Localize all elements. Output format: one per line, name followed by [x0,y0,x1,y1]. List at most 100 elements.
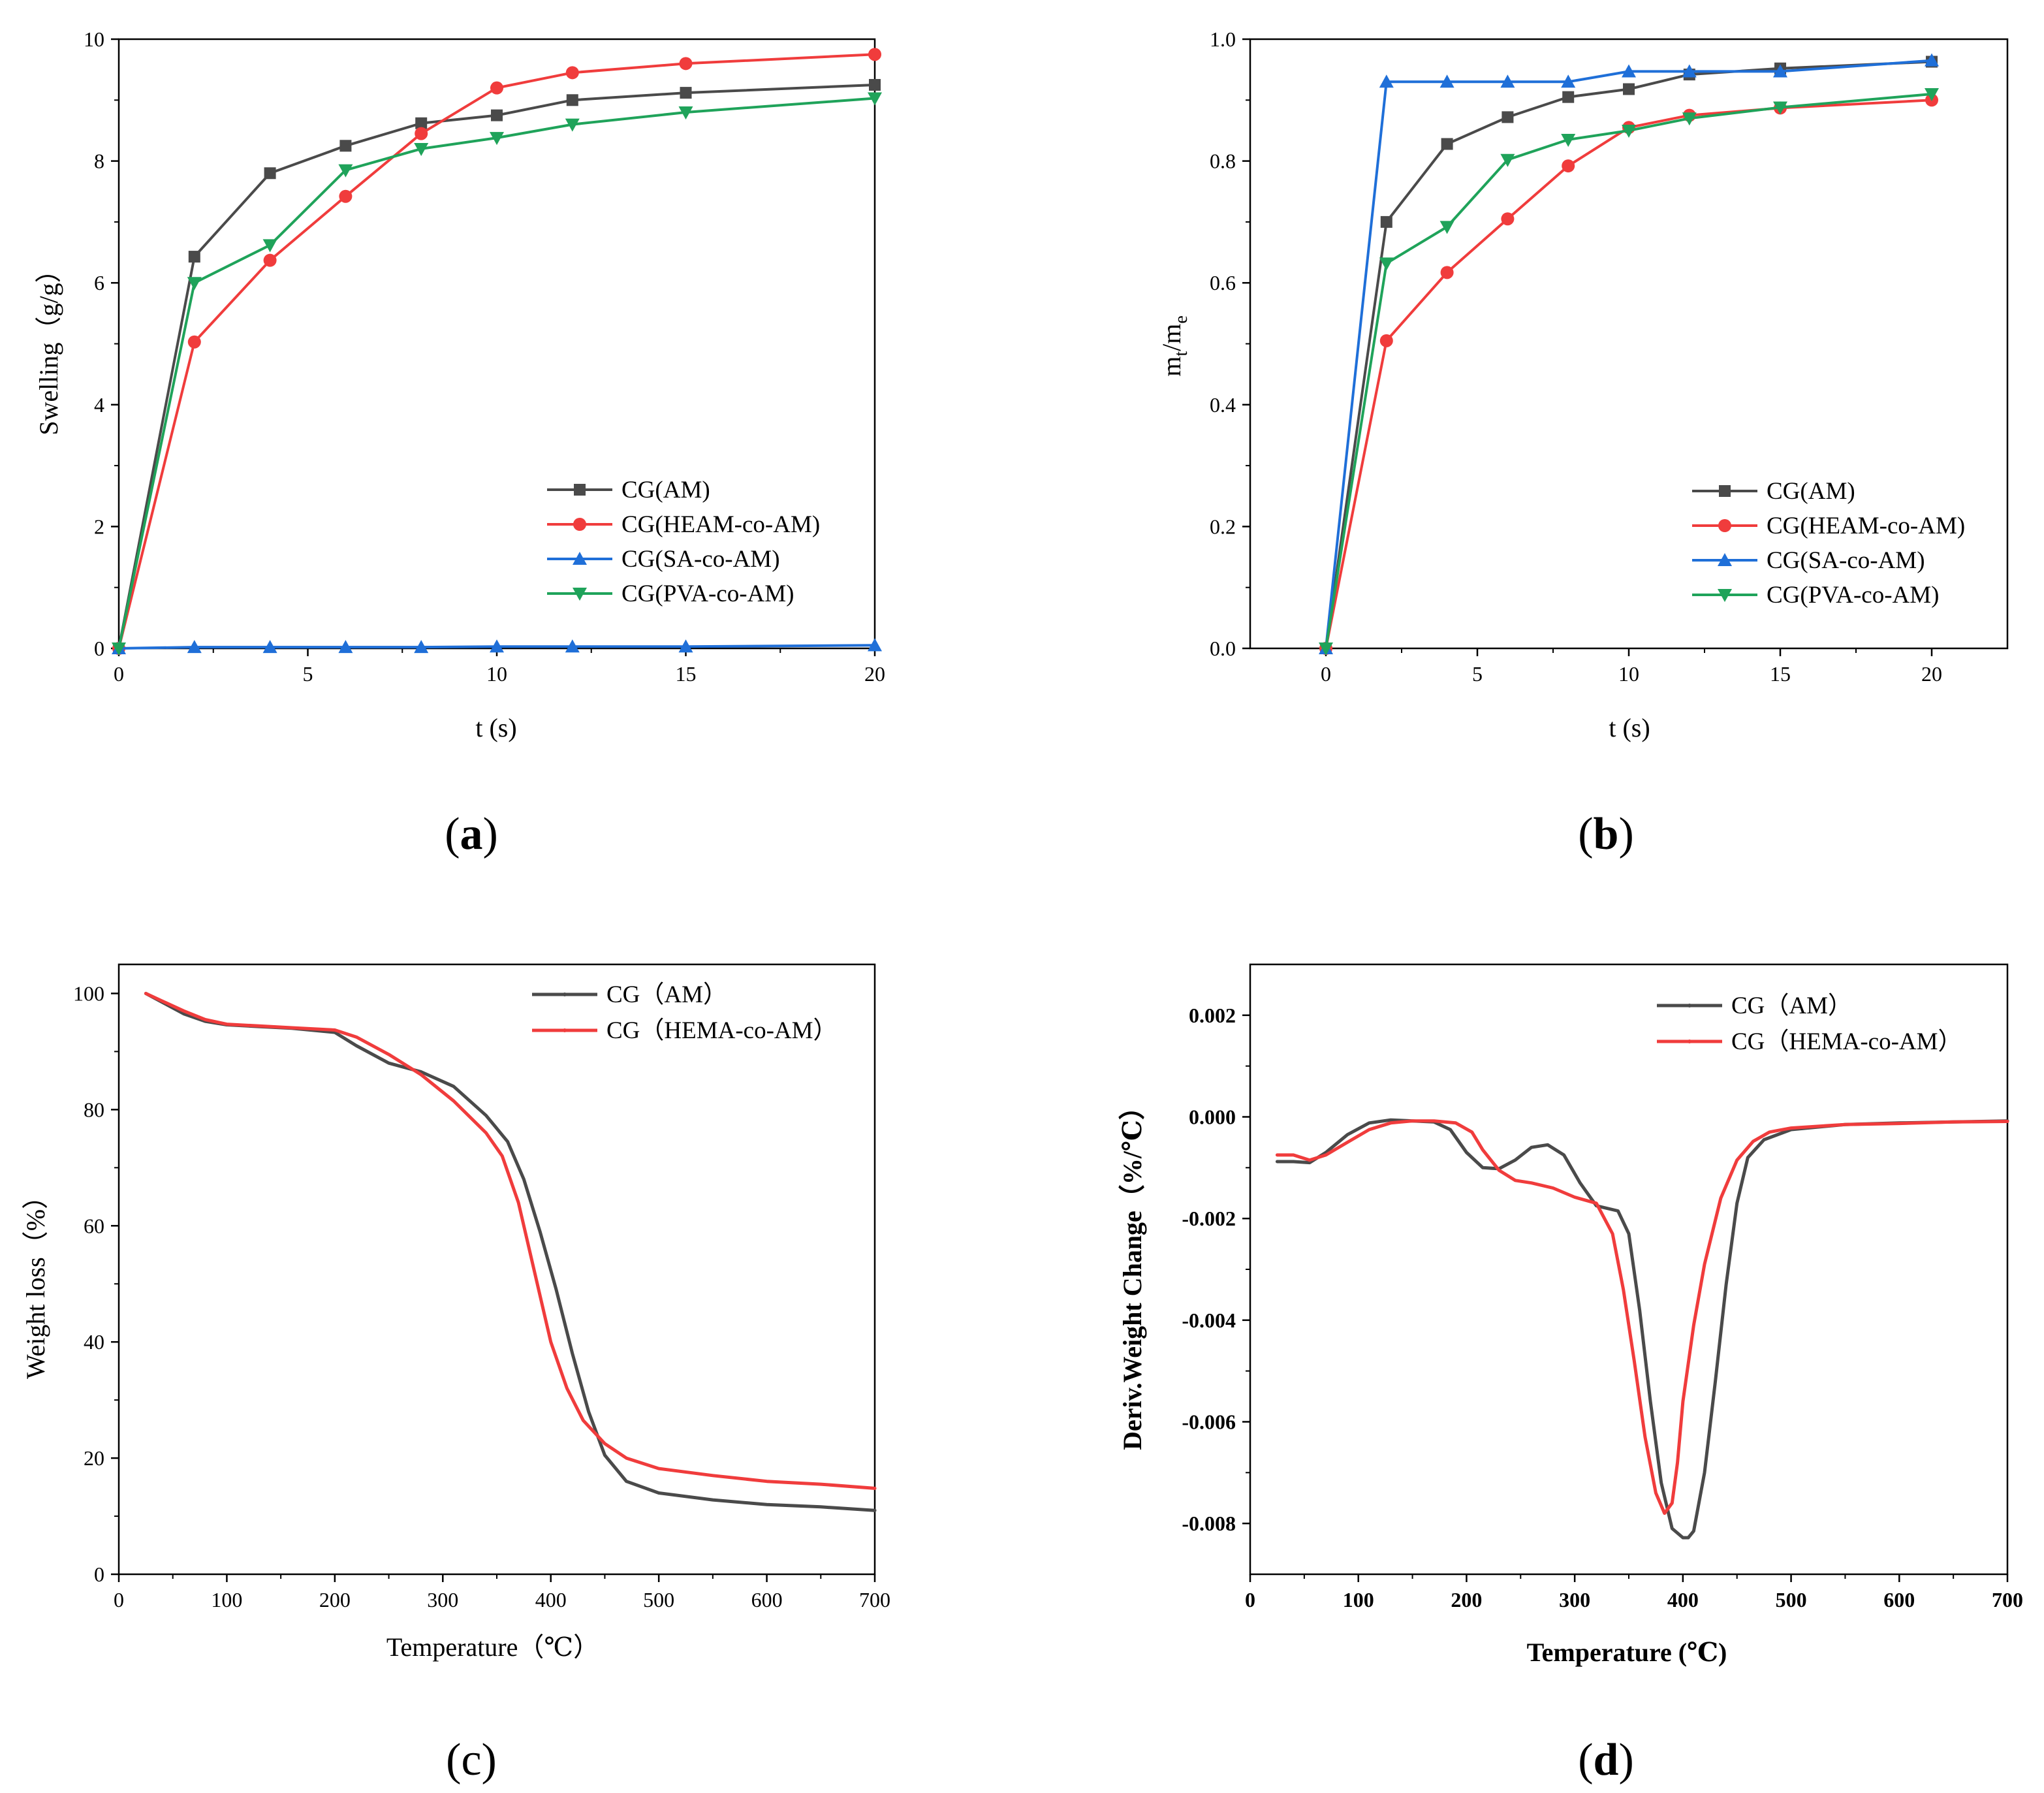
panel-b-series-2-point [1682,64,1697,78]
panel-d-xtick-label: 300 [1559,1588,1590,1611]
panel-b-series-0-point [1380,215,1392,228]
panel-d-xtick-label: 0 [1245,1588,1255,1611]
panel-c-xtick-label: 200 [319,1588,351,1611]
panel-b-legend-label-1: CG(HEAM-co-AM) [1767,513,1965,539]
panel-b-caption-letter: b [1594,809,1619,859]
panel-d: Deriv.Weight Change（%/℃） Temperature (℃)… [1118,963,2023,1785]
panel-a-series-3-point [414,142,429,156]
panel-a-series-3-point [262,239,277,253]
panel-d-xtick-label: 600 [1883,1588,1915,1611]
panel-d-xtick-label: 400 [1667,1588,1699,1611]
panel-a-series-0-point [680,87,692,99]
panel-b-ytick-label: 0.4 [1210,393,1236,417]
panel-a-legend-item-2: CG(SA-co-AM) [547,546,780,573]
panel-a: Swelling（g/g） t (s) (a) CG(AM) CG(HEAM-co… [34,27,885,859]
panel-a-ticks: 0 5 10 15 20 0 2 4 6 8 10 [84,27,885,686]
panel-b-series-1-point [1379,334,1393,347]
panel-d-caption-open: ( [1578,1735,1593,1785]
panel-b-ytick-label: 0.8 [1210,150,1236,173]
panel-a-series-2-point [262,640,277,654]
panel-b-caption-text: (b) [1578,809,1634,859]
panel-b-series-2-point [1773,64,1787,78]
panel-d-ytick-label: -0.004 [1182,1309,1236,1332]
panel-d-series-0-line [1275,1118,2009,1540]
panel-b-xtick-label: 20 [1921,662,1942,686]
panel-b-series-3-point [1622,124,1636,138]
panel-d-legend-marker-0 [1688,1004,1691,1008]
panel-c-series-1 [144,992,877,1490]
panel-a-series-2-point [187,640,202,654]
panel-c-legend-label-1: CG（HEMA-co-AM） [606,1017,838,1044]
panel-a-ytick-label: 0 [94,637,104,660]
panel-b-legend-label-0: CG(AM) [1767,478,1855,505]
panel-c-series-0 [144,992,877,1512]
panel-b-legend: CG(AM) CG(HEAM-co-AM) CG(SA-co-AM) CG(PVA-c… [1692,478,1965,609]
panel-b-series-2-point [1561,74,1576,88]
panel-c-ylabel: Weight loss（%） [21,1183,50,1379]
panel-c-xtick-label: 0 [114,1588,124,1611]
panel-a-series-2-point [868,638,882,652]
panel-b-series-3-point [1319,643,1333,656]
panel-a-series-2-point [678,639,693,653]
panel-b-legend-item-1: CG(HEAM-co-AM) [1692,513,1965,539]
panel-b-series-3-point [1379,257,1394,271]
panel-b-series-1-point [1501,212,1515,226]
panel-a-legend-item-0: CG(AM) [547,477,710,503]
panel-c-caption: (c) [446,1735,497,1785]
panel-c-legend-item-1: CG（HEMA-co-AM） [532,1017,838,1044]
panel-b: mt/me t (s) (b) CG(AM) CG(HEAM-co-AM) CG(S… [1157,27,2009,859]
panel-a-series-0-point [491,109,503,121]
panel-c-caption-letter: c [461,1735,481,1785]
panel-a-series-2-point [338,640,353,654]
panel-b-series-3-point [1925,87,1939,101]
panel-c-ytick-label: 100 [73,981,104,1005]
panel-d-caption-letter: d [1594,1735,1619,1785]
panel-b-legend-item-0: CG(AM) [1692,478,1855,505]
panel-c: Weight loss（%） Temperature（℃） (c) CG（AM）… [21,963,890,1785]
panel-b-series-2-point [1925,53,1939,67]
panel-c-ylabel-text: Weight loss（%） [21,1183,50,1379]
panel-c-caption-open: ( [446,1735,461,1785]
panel-c-xtick-label: 700 [859,1588,890,1611]
panel-a-legend-marker-3 [573,588,587,601]
panel-b-ylabel-sub-e: e [1171,315,1191,323]
panel-a-caption-text: (a) [445,809,498,859]
panel-c-xtick-label: 300 [427,1588,458,1611]
panel-d-xtick-label: 700 [1992,1588,2023,1611]
panel-a-series-2 [112,638,882,654]
panel-b-series-0-point [1502,111,1514,123]
panel-c-ytick-label: 80 [84,1098,104,1121]
panel-c-ytick-label: 20 [84,1446,104,1470]
panel-b-series-2 [1319,53,1939,654]
panel-b-xtick-label: 5 [1472,662,1483,686]
panel-b-ylabel-m: m [1157,357,1186,377]
panel-c-xtick-label: 600 [751,1588,783,1611]
panel-a-legend: CG(AM) CG(HEAM-co-AM) CG(SA-co-AM) CG(PVA-c… [547,477,820,607]
panel-d-ylabel-text: Deriv.Weight Change（%/℃） [1118,1094,1147,1450]
panel-a-series-3-point [187,277,202,291]
panel-d-legend-label-1: CG（HEMA-co-AM） [1731,1028,1962,1055]
panel-c-legend-item-0: CG（AM） [532,981,727,1008]
panel-c-xlabel: Temperature（℃） [386,1632,599,1662]
panel-b-series-1-point [1440,266,1454,279]
panel-a-series-0 [113,78,881,654]
panel-c-legend-marker-1 [563,1028,567,1032]
panel-d-ylabel: Deriv.Weight Change（%/℃） [1118,1094,1147,1450]
panel-a-legend-label-3: CG(PVA-co-AM) [621,580,794,607]
panel-b-ticks: 0 5 10 15 20 0.0 0.2 0.4 0.6 0.8 1.0 [1210,27,1942,686]
panel-a-series-1-point [868,48,881,61]
panel-a-series-0-point [264,167,276,180]
panel-c-ytick-label: 40 [84,1330,104,1354]
panel-c-legend: CG（AM） CG（HEMA-co-AM） [532,981,838,1044]
panel-b-caption: (b) [1578,809,1634,859]
panel-d-series-1 [1275,1119,2009,1515]
panel-b-series-2-point [1622,64,1636,78]
panel-d-legend-marker-1 [1688,1039,1691,1043]
panel-a-xtick-label: 5 [303,662,313,686]
panel-a-series-3-point [338,164,353,178]
panel-d-ytick-label: -0.006 [1182,1410,1236,1434]
panel-a-legend-marker-1 [573,518,586,531]
panel-b-series-0-point [1441,138,1453,150]
panel-a-ytick-label: 6 [94,271,104,294]
